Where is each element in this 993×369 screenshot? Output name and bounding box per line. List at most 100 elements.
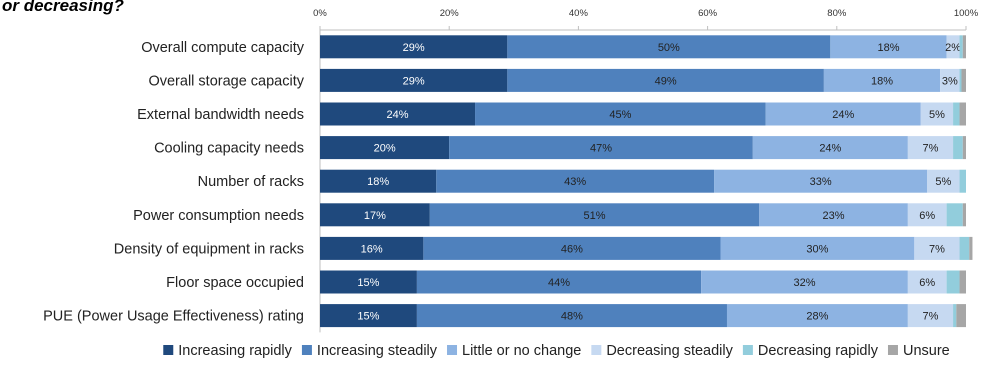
- page-title: or decreasing?: [2, 0, 124, 15]
- data-label: 7%: [923, 311, 939, 323]
- data-label: 18%: [877, 42, 899, 54]
- bar-segment: [914, 236, 960, 260]
- bar-segment: [946, 35, 960, 59]
- data-label: 23%: [823, 210, 845, 222]
- data-label: 6%: [919, 277, 935, 289]
- bar-segment: [507, 68, 824, 92]
- x-tick-label: 40%: [569, 8, 589, 19]
- bar-segment: [907, 203, 947, 227]
- data-label: 29%: [403, 75, 425, 87]
- x-tick-label: 60%: [698, 8, 718, 19]
- data-label: 24%: [819, 143, 841, 155]
- data-label: 24%: [832, 109, 854, 121]
- x-tick-label: 0%: [313, 8, 327, 19]
- plot-area: 29% 50% 18% 2% 29% 49% 18% 3% 24% 45% 24% 5% 20% 47% 2…: [320, 35, 973, 328]
- bar-segment: [956, 304, 966, 328]
- legend-label: Little or no change: [462, 343, 581, 359]
- legend-swatch: [887, 345, 898, 355]
- category-label: Overall compute capacity: [141, 40, 305, 56]
- legend-swatch: [447, 345, 458, 355]
- legend-swatch: [742, 345, 753, 355]
- bar-segment: [962, 203, 966, 227]
- data-label: 3%: [942, 75, 958, 87]
- data-label: 18%: [871, 75, 893, 87]
- data-label: 5%: [935, 176, 951, 188]
- data-label: 28%: [806, 311, 828, 323]
- category-labels: Overall compute capacity Overall storage …: [43, 40, 305, 325]
- bar-segment: [320, 102, 476, 126]
- data-label: 18%: [367, 176, 389, 188]
- bar-segment: [969, 236, 973, 260]
- bar-segment: [959, 169, 966, 193]
- bar-segment: [962, 136, 966, 160]
- bar-segment: [429, 203, 760, 227]
- bar-segment: [765, 102, 921, 126]
- data-label: 6%: [919, 210, 935, 222]
- bar-segment: [320, 136, 450, 160]
- category-label: Floor space occupied: [166, 275, 304, 291]
- bar-segment: [320, 270, 417, 294]
- data-label: 2%: [945, 42, 961, 54]
- bar-segment: [475, 102, 766, 126]
- data-label: 29%: [403, 42, 425, 54]
- data-label: 43%: [564, 176, 586, 188]
- data-label: 15%: [357, 311, 379, 323]
- data-label: 50%: [658, 42, 680, 54]
- bar-segment: [701, 270, 908, 294]
- bar-segment: [959, 102, 966, 126]
- bar-segment: [449, 136, 753, 160]
- bar-segment: [320, 304, 417, 328]
- bar-segment: [927, 169, 960, 193]
- category-label: Cooling capacity needs: [154, 141, 304, 157]
- x-tick-label: 100%: [954, 8, 979, 19]
- legend-label: Increasing rapidly: [178, 343, 292, 359]
- bar-segment: [946, 203, 963, 227]
- bar-segment: [961, 68, 966, 92]
- legend-label: Decreasing steadily: [606, 343, 733, 359]
- bar-segment: [907, 304, 954, 328]
- bar-segment: [320, 203, 430, 227]
- data-label: 16%: [361, 243, 383, 255]
- data-label: 30%: [806, 243, 828, 255]
- bar-segment: [320, 236, 424, 260]
- data-label: 7%: [923, 143, 939, 155]
- bar-segment: [423, 236, 721, 260]
- legend-swatch: [163, 345, 174, 355]
- bar-segment: [953, 136, 963, 160]
- bar-segment: [907, 136, 954, 160]
- bar-segment: [320, 35, 508, 59]
- bar-segment: [953, 304, 957, 328]
- data-label: 51%: [584, 210, 606, 222]
- bar-segment: [946, 270, 960, 294]
- data-label: 24%: [387, 109, 409, 121]
- bar-segment: [436, 169, 715, 193]
- category-label: PUE (Power Usage Effectiveness) rating: [43, 309, 304, 325]
- data-label: 5%: [929, 109, 945, 121]
- data-label: 48%: [561, 311, 583, 323]
- bar-segment: [953, 102, 960, 126]
- bar-segment: [416, 270, 702, 294]
- bar-segment: [759, 203, 908, 227]
- bar-segment: [416, 304, 727, 328]
- bar-segment: [823, 68, 941, 92]
- legend-label: Decreasing rapidly: [758, 343, 879, 359]
- bar-segment: [726, 304, 908, 328]
- legend-label: Unsure: [903, 343, 950, 359]
- data-label: 15%: [357, 277, 379, 289]
- category-label: Power consumption needs: [133, 208, 304, 224]
- x-tick-label: 80%: [827, 8, 847, 19]
- data-label: 45%: [609, 109, 631, 121]
- data-label: 32%: [793, 277, 815, 289]
- bar-segment: [720, 236, 915, 260]
- category-label: Overall storage capacity: [148, 73, 304, 89]
- bar-segment: [714, 169, 928, 193]
- bar-segment: [907, 270, 947, 294]
- x-tick-label: 20%: [440, 8, 460, 19]
- bar-segment: [959, 68, 962, 92]
- bar-segment: [507, 35, 831, 59]
- bar-segment: [959, 35, 963, 59]
- data-label: 33%: [810, 176, 832, 188]
- bar-segment: [830, 35, 947, 59]
- bar-segment: [752, 136, 908, 160]
